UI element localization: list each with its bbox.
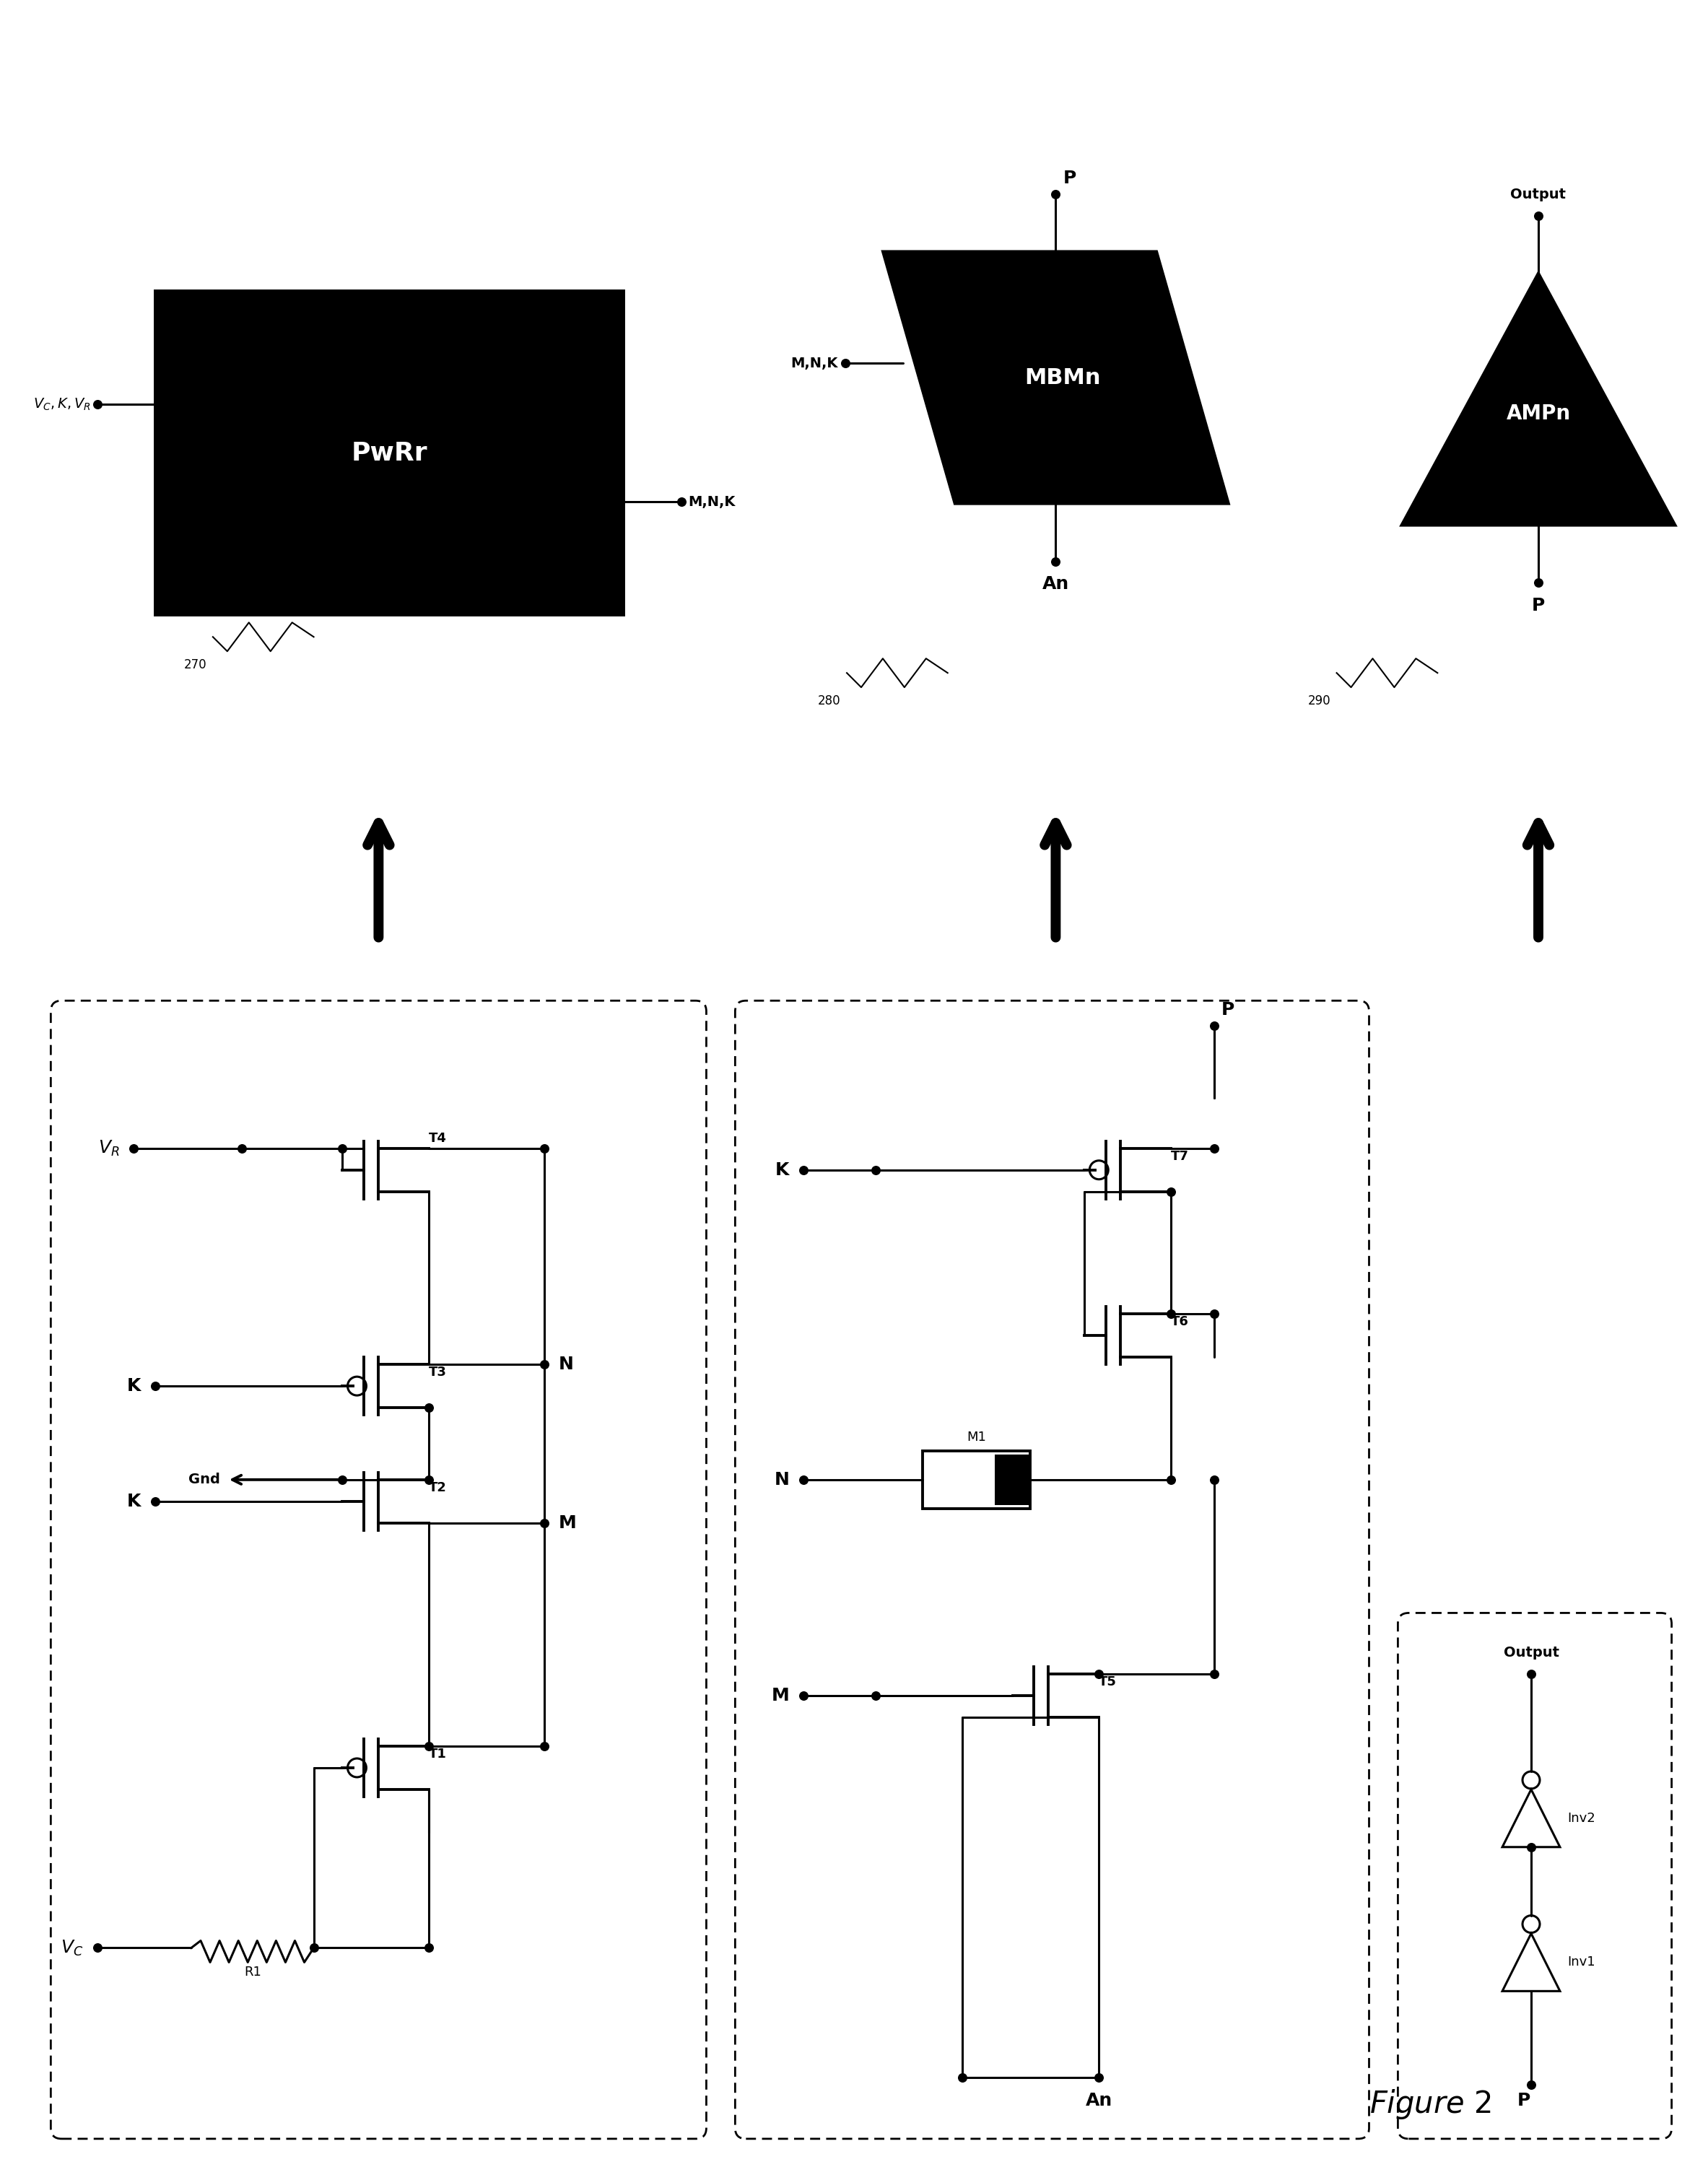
Point	[832, 347, 859, 381]
Point	[789, 1463, 816, 1497]
Text: T3: T3	[429, 1365, 447, 1378]
Bar	[922, 1452, 1030, 1508]
Point	[1525, 566, 1553, 600]
Point	[789, 1153, 816, 1188]
Text: AMPn: AMPn	[1506, 403, 1571, 425]
Text: P: P	[1517, 2091, 1530, 2108]
Text: T4: T4	[429, 1131, 447, 1144]
Text: An: An	[1042, 576, 1069, 594]
Point	[1525, 197, 1553, 232]
Text: 280: 280	[818, 693, 840, 706]
Text: K: K	[775, 1162, 789, 1179]
Text: K: K	[126, 1378, 140, 1396]
Text: P: P	[1062, 169, 1076, 186]
Text: T2: T2	[429, 1480, 447, 1493]
Point	[301, 1931, 328, 1965]
Text: $V_C$: $V_C$	[61, 1939, 84, 1957]
Text: T7: T7	[1172, 1151, 1189, 1164]
Point	[1158, 1175, 1185, 1209]
Text: An: An	[1086, 2091, 1112, 2108]
Text: T1: T1	[429, 1747, 447, 1760]
Text: $V_R$: $V_R$	[97, 1140, 120, 1157]
Text: Output: Output	[1503, 1647, 1559, 1660]
Text: M,N,K: M,N,K	[791, 355, 839, 371]
Point	[1517, 2067, 1544, 2102]
Point	[531, 1729, 559, 1764]
Text: N: N	[559, 1357, 574, 1374]
Point	[1158, 1296, 1185, 1331]
Text: P: P	[1221, 1001, 1235, 1018]
Text: $V_C,K,V_R$: $V_C,K,V_R$	[32, 397, 91, 412]
Text: Inv1: Inv1	[1568, 1957, 1595, 1970]
Point	[1201, 1658, 1228, 1692]
Point	[415, 1729, 442, 1764]
Bar	[926, 1454, 986, 1504]
Point	[415, 1463, 442, 1497]
Text: M: M	[559, 1515, 577, 1532]
Point	[120, 1131, 147, 1166]
Text: M1: M1	[967, 1430, 986, 1443]
Text: PwRr: PwRr	[352, 440, 427, 466]
Point	[415, 1391, 442, 1426]
Point	[330, 1131, 357, 1166]
Point	[1517, 1829, 1544, 1864]
Text: K: K	[126, 1493, 140, 1510]
Point	[1201, 1296, 1228, 1331]
Polygon shape	[1402, 273, 1676, 524]
Text: R1: R1	[244, 1965, 261, 1978]
Point	[789, 1679, 816, 1714]
Text: 270: 270	[184, 659, 207, 672]
Text: T5: T5	[1098, 1675, 1117, 1688]
Point	[863, 1153, 890, 1188]
Text: N: N	[774, 1471, 789, 1489]
Text: Inv2: Inv2	[1568, 1812, 1595, 1825]
Point	[1042, 176, 1069, 210]
Point	[1517, 1658, 1544, 1692]
Point	[1042, 544, 1069, 579]
Bar	[994, 1454, 1030, 1504]
Point	[1201, 1463, 1228, 1497]
Point	[531, 1131, 559, 1166]
Text: MBMn: MBMn	[1025, 366, 1102, 388]
Point	[531, 1348, 559, 1383]
Text: Output: Output	[1510, 186, 1566, 202]
Point	[1085, 1658, 1112, 1692]
Point	[330, 1463, 357, 1497]
Point	[948, 2061, 975, 2095]
Point	[142, 1370, 169, 1404]
Point	[1085, 2061, 1112, 2095]
Text: M: M	[772, 1688, 789, 1705]
Point	[142, 1484, 169, 1519]
Text: T6: T6	[1172, 1315, 1189, 1328]
Point	[84, 388, 111, 423]
Bar	[155, 290, 623, 615]
Text: $Figure\ 2$: $Figure\ 2$	[1370, 2087, 1491, 2121]
Point	[1201, 1131, 1228, 1166]
Text: P: P	[1532, 598, 1546, 615]
Point	[863, 1679, 890, 1714]
Point	[415, 1931, 442, 1965]
Point	[229, 1131, 256, 1166]
Point	[84, 1931, 111, 1965]
Polygon shape	[883, 251, 1228, 503]
Text: M,N,K: M,N,K	[688, 494, 736, 509]
Point	[1201, 1008, 1228, 1042]
Text: 290: 290	[1308, 693, 1331, 706]
Point	[531, 1506, 559, 1541]
Text: Gnd: Gnd	[188, 1474, 220, 1487]
Point	[668, 485, 695, 520]
Point	[1158, 1463, 1185, 1497]
